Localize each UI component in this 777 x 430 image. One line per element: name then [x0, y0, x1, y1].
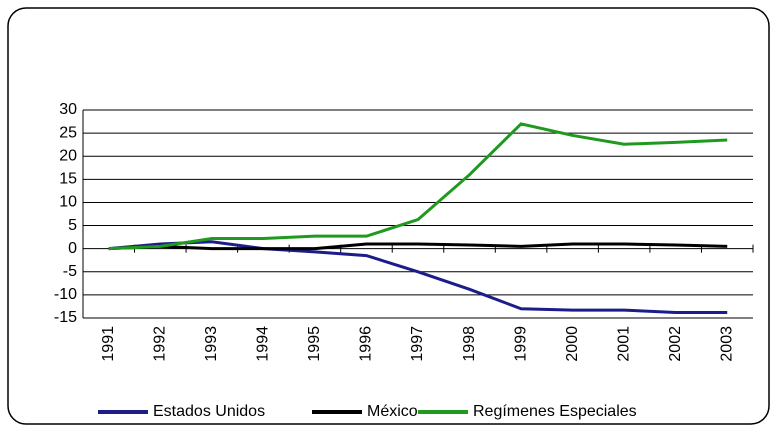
y-tick-label: 15: [59, 171, 77, 188]
legend-label: Regímenes Especiales: [473, 403, 637, 420]
y-tick-label: 0: [68, 240, 77, 257]
x-tick-label: 1999: [512, 326, 529, 362]
y-tick-label: -10: [54, 286, 77, 303]
legend-label: Estados Unidos: [153, 403, 265, 420]
x-tick-label: 1994: [255, 326, 272, 362]
y-tick-label: -5: [63, 263, 77, 280]
x-tick-label: 1991: [100, 326, 117, 362]
x-tick-label: 1992: [152, 326, 169, 362]
x-tick-label: 1997: [409, 326, 426, 362]
x-tick-label: 1995: [306, 326, 323, 362]
x-tick-label: 2002: [667, 326, 684, 362]
y-tick-label: 30: [59, 101, 77, 118]
x-tick-label: 2001: [615, 326, 632, 362]
y-tick-label: 20: [59, 147, 77, 164]
y-tick-label: 10: [59, 194, 77, 211]
x-tick-label: 1993: [203, 326, 220, 362]
chart-frame: [7, 7, 770, 425]
legend-label: México: [367, 403, 418, 420]
y-tick-label: 5: [68, 217, 77, 234]
y-tick-label: -15: [54, 309, 77, 326]
x-tick-label: 1996: [358, 326, 375, 362]
x-tick-label: 2003: [718, 326, 735, 362]
series-line: [108, 242, 728, 251]
x-tick-label: 2000: [564, 326, 581, 362]
x-tick-label: 1998: [461, 326, 478, 362]
y-tick-label: 25: [59, 124, 77, 141]
series-line: [108, 240, 728, 314]
series-line: [108, 122, 728, 251]
